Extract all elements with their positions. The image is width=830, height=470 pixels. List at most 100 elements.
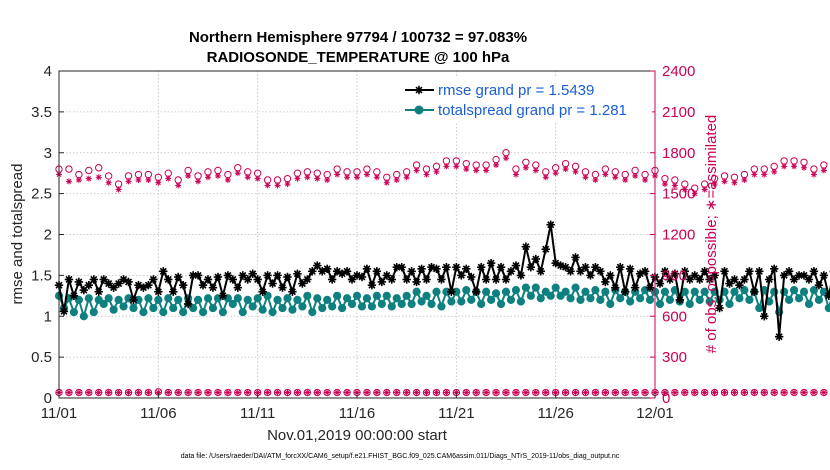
- obs-possible-point: [810, 165, 818, 173]
- totalspread-point: [174, 295, 183, 304]
- y-tick-label: 2: [44, 227, 52, 244]
- obs-assimilated-point: [363, 171, 370, 178]
- obs-assimilated-point: [632, 389, 639, 396]
- totalspread-point: [730, 287, 739, 296]
- totalspread-point: [377, 299, 386, 309]
- totalspread-point: [352, 291, 362, 300]
- obs-assimilated-point: [304, 389, 311, 396]
- totalspread-point: [218, 308, 227, 317]
- obs-assimilated-point: [612, 389, 619, 396]
- obs-assimilated-point: [671, 389, 678, 396]
- obs-possible-point: [661, 174, 669, 183]
- obs-assimilated-point: [105, 389, 112, 396]
- obs-possible-point: [691, 388, 699, 397]
- totalspread-point: [665, 295, 675, 304]
- rmse-point: [253, 275, 262, 284]
- rmse-point: [442, 263, 451, 272]
- rmse-point: [144, 280, 153, 290]
- obs-possible-point: [293, 388, 302, 397]
- obs-assimilated-point: [214, 172, 221, 179]
- obs-assimilated-point: [284, 389, 291, 396]
- rmse-point: [164, 275, 173, 284]
- y-right-tick-label: 1500: [662, 186, 695, 203]
- obs-assimilated-point: [125, 389, 132, 396]
- obs-possible-point: [810, 388, 818, 397]
- totalspread-point: [154, 295, 163, 304]
- totalspread-point: [318, 303, 327, 313]
- obs-possible-point: [412, 388, 421, 397]
- rmse-point: [407, 267, 416, 276]
- rmse-point: [402, 275, 411, 284]
- rmse-point: [665, 275, 675, 284]
- obs-possible-point: [65, 165, 73, 173]
- rmse-point: [700, 267, 709, 276]
- obs-possible-point: [770, 388, 778, 397]
- obs-assimilated-point: [542, 174, 549, 181]
- totalspread-point: [328, 302, 337, 311]
- obs-assimilated-point: [234, 389, 241, 396]
- rmse-point: [571, 253, 580, 262]
- rmse-point: [367, 280, 377, 290]
- obs-possible-point: [611, 388, 619, 397]
- obs-assimilated-point: [224, 177, 231, 183]
- data-file-footnote: data file: /Users/raeder/DAI/ATM_forcXX/…: [181, 453, 620, 460]
- obs-assimilated-point: [661, 181, 668, 188]
- rmse-point: [342, 267, 352, 276]
- obs-assimilated-point: [105, 179, 112, 186]
- rmse-point: [303, 275, 312, 284]
- obs-possible-point: [204, 388, 212, 397]
- obs-assimilated-point: [741, 177, 748, 183]
- obs-assimilated-point: [522, 164, 529, 171]
- totalspread-point: [144, 294, 153, 303]
- obs-possible-point: [85, 388, 93, 397]
- obs-possible-point: [542, 388, 550, 397]
- obs-assimilated-point: [473, 389, 480, 396]
- y-tick-label: 2.5: [31, 186, 52, 203]
- y-tick-label: 3.5: [31, 104, 52, 121]
- obs-assimilated-point: [185, 172, 192, 179]
- legend-rmse-marker: [414, 85, 424, 95]
- obs-possible-point: [671, 176, 679, 184]
- totalspread-point: [755, 303, 764, 313]
- obs-possible-point: [333, 388, 341, 397]
- obs-assimilated-point: [324, 177, 331, 183]
- rmse-point: [447, 287, 456, 296]
- totalspread-point: [382, 291, 391, 300]
- rmse-point: [273, 271, 282, 280]
- obs-assimilated-point: [334, 171, 341, 178]
- obs-assimilated-point: [234, 170, 241, 177]
- obs-possible-point: [591, 388, 600, 397]
- totalspread-point: [690, 287, 699, 296]
- obs-assimilated-point: [115, 186, 122, 193]
- obs-possible-point: [442, 388, 451, 397]
- obs-assimilated-point: [314, 175, 321, 182]
- rmse-point: [670, 269, 680, 278]
- rmse-point: [779, 271, 789, 280]
- legend-rmse-label: rmse grand pr = 1.5439: [438, 82, 594, 99]
- obs-assimilated-point: [681, 186, 688, 193]
- obs-assimilated-point: [185, 389, 192, 396]
- obs-possible-point: [780, 388, 788, 397]
- obs-assimilated-point: [711, 181, 718, 188]
- obs-assimilated-point: [681, 389, 688, 396]
- obs-assimilated-point: [701, 186, 708, 193]
- rmse-point: [546, 220, 555, 229]
- rmse-point: [536, 267, 545, 276]
- obs-possible-point: [273, 388, 282, 397]
- obs-possible-point: [492, 388, 500, 397]
- obs-assimilated-point: [691, 389, 698, 396]
- obs-possible-point: [422, 388, 431, 397]
- obs-possible-point: [571, 388, 580, 397]
- obs-assimilated-point: [711, 389, 718, 396]
- totalspread-point: [516, 297, 526, 306]
- rmse-point: [124, 277, 133, 287]
- obs-assimilated-point: [582, 174, 589, 181]
- obs-assimilated-point: [334, 389, 341, 396]
- totalspread-point: [566, 294, 575, 303]
- obs-assimilated-point: [791, 389, 798, 396]
- totalspread-point: [814, 295, 824, 304]
- y-right-tick-label: 1800: [662, 145, 695, 162]
- rmse-point: [824, 291, 830, 301]
- obs-possible-point: [631, 388, 639, 397]
- totalspread-point: [491, 289, 501, 298]
